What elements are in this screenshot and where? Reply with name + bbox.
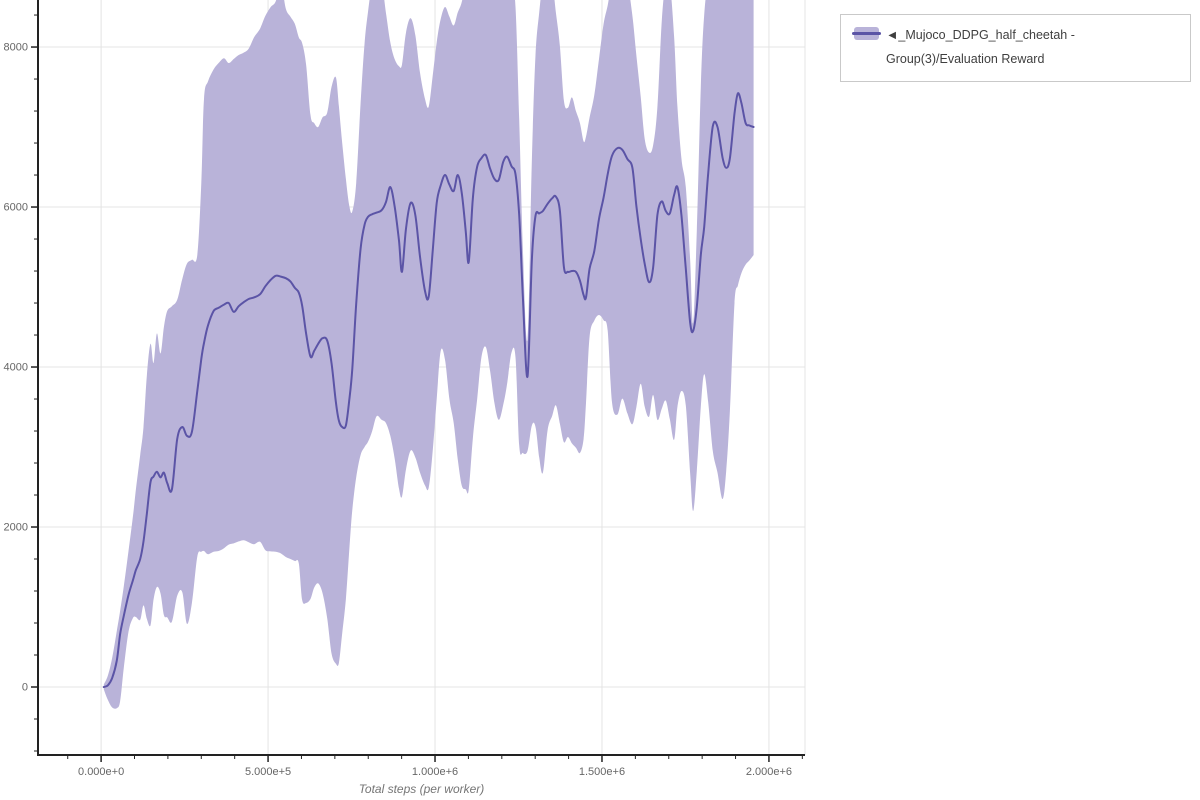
legend-item[interactable]: ◄_Mujoco_DDPG_half_cheetah - Group(3)/Ev… [852, 23, 1180, 71]
y-tick-label: 4000 [4, 362, 28, 374]
x-tick-label: 2.000e+6 [746, 766, 792, 778]
y-tick-label: 6000 [4, 202, 28, 214]
axes: 0 2000 4000 6000 8000 0.000e+0 5.000e+5 1.000e+… [4, 0, 805, 796]
y-tick-label: 0 [22, 682, 28, 694]
legend[interactable]: ◄_Mujoco_DDPG_half_cheetah - Group(3)/Ev… [840, 14, 1191, 82]
series-group [102, 0, 755, 709]
x-tick-label: 0.000e+0 [78, 766, 124, 778]
x-axis-title: Total steps (per worker) [359, 782, 485, 796]
x-tick-label: 1.500e+6 [579, 766, 625, 778]
y-tick-label: 2000 [4, 522, 28, 534]
x-tick-label: 5.000e+5 [245, 766, 291, 778]
x-tick-label: 1.000e+6 [412, 766, 458, 778]
legend-swatch-line-icon [852, 32, 881, 35]
y-tick-label: 8000 [4, 42, 28, 54]
series-band [103, 0, 754, 709]
legend-label: ◄_Mujoco_DDPG_half_cheetah - Group(3)/Ev… [886, 28, 1075, 66]
series-line [102, 92, 755, 688]
legend-swatch-band-icon [852, 27, 881, 40]
